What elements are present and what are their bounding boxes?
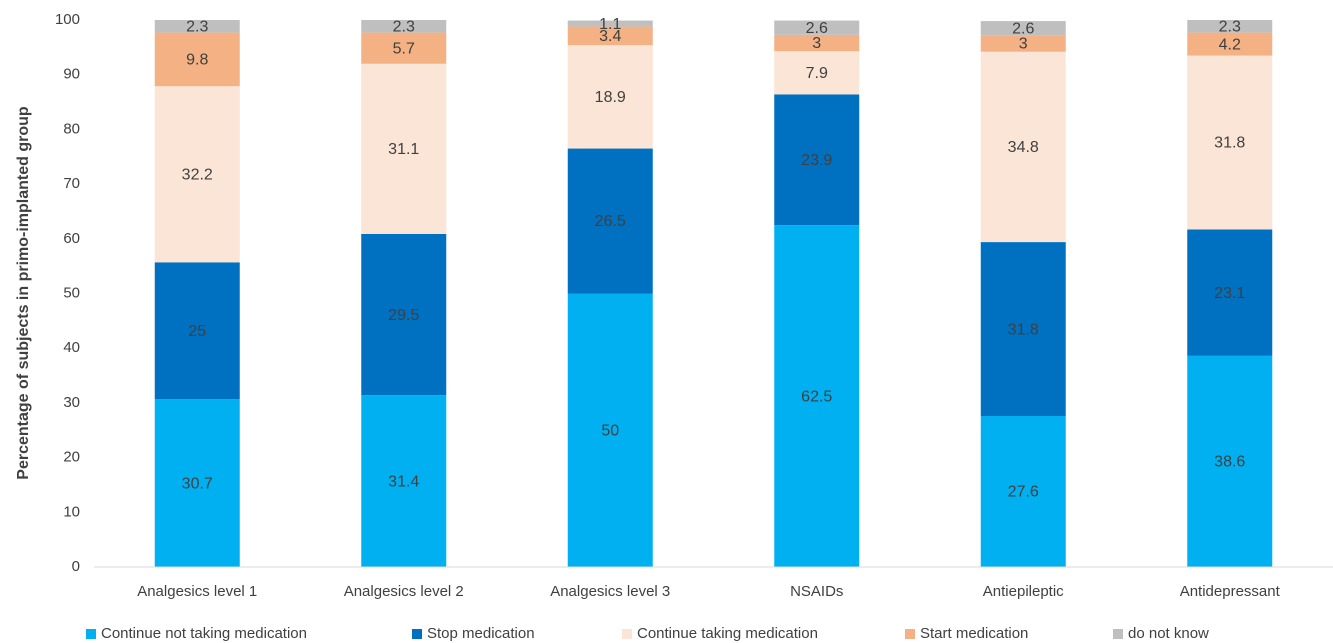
bar-segment [1187,355,1273,567]
bar-segment [1187,32,1273,56]
y-tick-label: 100 [55,11,80,28]
bar-segment [1187,55,1273,230]
value-label: 30.7 [182,475,213,492]
y-tick-label: 80 [63,120,80,137]
value-label: 1.1 [599,16,621,33]
legend-label: Stop medication [427,625,535,642]
bar-segment [361,233,447,396]
bar-segment [567,45,653,149]
bar-segment [980,21,1066,36]
bar-segment [774,34,860,52]
value-label: 18.9 [595,89,626,106]
value-label: 25 [188,323,206,340]
y-tick-label: 60 [63,230,80,247]
value-label: 31.8 [1008,321,1039,338]
y-tick-label: 90 [63,66,80,83]
y-tick-label: 30 [63,394,80,411]
legend-swatch [86,629,96,639]
x-tick-label: Analgesics level 1 [137,583,257,600]
legend-label: Continue not taking medication [101,625,307,642]
legend-label: Continue taking medication [637,625,818,642]
bar-segment [567,293,653,567]
y-tick-label: 20 [63,449,80,466]
x-tick-label: Antiepileptic [983,583,1064,600]
x-tick-label: Analgesics level 2 [344,583,464,600]
bar-segment [980,416,1066,567]
legend-swatch [412,629,422,639]
bar-segment [361,20,447,33]
bar-segment [154,399,240,567]
value-label: 29.5 [388,307,419,324]
y-tick-label: 10 [63,503,80,520]
value-label: 62.5 [801,388,832,405]
value-label: 31.1 [388,141,419,158]
legend-label: Start medication [920,625,1028,642]
value-label: 7.9 [806,65,828,82]
value-label: 3.4 [599,28,621,45]
value-label: 4.2 [1219,36,1241,53]
value-label: 26.5 [595,213,626,230]
bar-segment [567,20,653,27]
x-tick-label: Antidepressant [1180,583,1281,600]
value-label: 31.8 [1214,135,1245,152]
bar-segment [774,51,860,95]
value-label: 3 [812,35,821,52]
legend-swatch [622,629,632,639]
value-label: 31.4 [388,473,419,490]
y-tick-label: 40 [63,339,80,356]
x-tick-label: NSAIDs [790,583,843,600]
bar-segment [980,35,1066,52]
bar-segment [774,94,860,226]
bar-segment [1187,229,1273,356]
value-label: 2.6 [806,20,828,37]
bar-segment [980,242,1066,417]
bar-segment [567,26,653,46]
value-label: 3 [1019,36,1028,53]
bar-segment [154,262,240,400]
value-label: 32.2 [182,166,213,183]
bar-segment [154,32,240,87]
bar-segment [1187,20,1273,33]
bar-segment [774,225,860,567]
legend-label: do not know [1128,625,1209,642]
bar-segment [154,86,240,263]
y-tick-label: 0 [72,558,80,575]
bar-segment [154,20,240,33]
x-tick-label: Analgesics level 3 [550,583,670,600]
y-axis-label: Percentage of subjects in primo-implante… [15,106,32,480]
value-label: 2.3 [186,19,208,36]
legend-swatch [1113,629,1123,639]
value-label: 5.7 [393,40,415,57]
bar-segment [361,63,447,234]
value-label: 38.6 [1214,454,1245,471]
value-label: 50 [601,422,619,439]
value-label: 9.8 [186,52,208,69]
bar-segment [361,32,447,64]
bar-segment [567,148,653,294]
y-tick-label: 70 [63,175,80,192]
y-tick-label: 50 [63,284,80,301]
bar-segment [774,20,860,35]
value-label: 34.8 [1008,139,1039,156]
bar-segment [361,395,447,567]
value-label: 2.6 [1012,20,1034,37]
bar-segment [980,51,1066,243]
legend-swatch [905,629,915,639]
value-label: 27.6 [1008,484,1039,501]
value-label: 2.3 [393,19,415,36]
value-label: 23.9 [801,152,832,169]
value-label: 23.1 [1214,285,1245,302]
value-label: 2.3 [1219,19,1241,36]
